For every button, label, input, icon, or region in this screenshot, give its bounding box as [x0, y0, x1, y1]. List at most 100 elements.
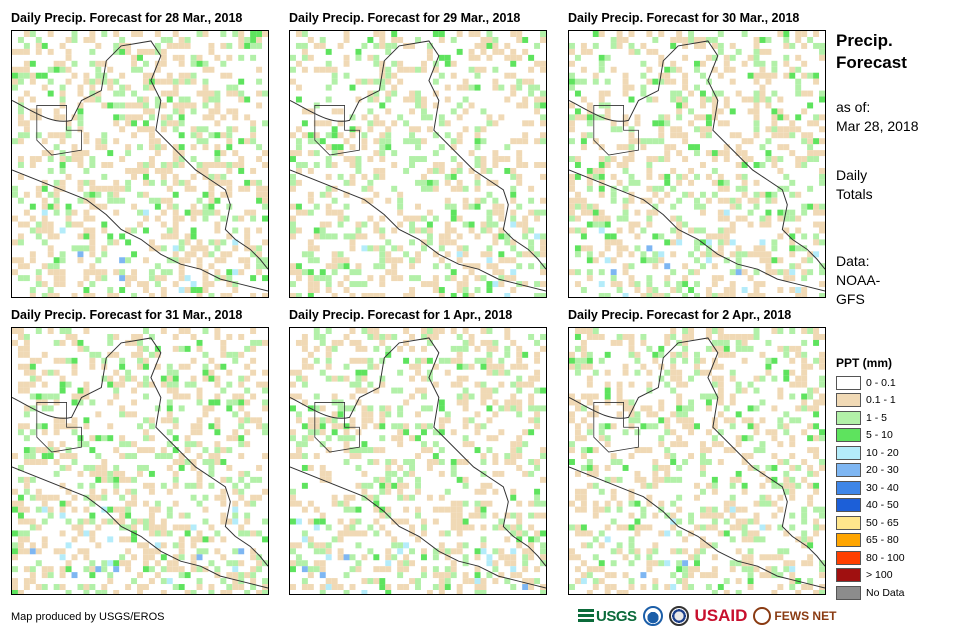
sidebar-title-line2: Forecast	[836, 53, 907, 72]
legend-rows: 0 - 0.1 0.1 - 1 1 - 5 5 - 10 10 - 20 20 - 30 3…	[836, 374, 905, 602]
legend-label: 5 - 10	[866, 429, 893, 442]
legend-item: 20 - 30	[836, 462, 905, 480]
precip-map-4	[11, 327, 269, 595]
logo-strip: USGS USAID FEWS NET	[578, 603, 836, 629]
legend-swatch	[836, 585, 861, 600]
period-line2: Totals	[836, 186, 873, 202]
country-border	[593, 402, 639, 453]
period-block: Daily Totals	[836, 166, 873, 204]
legend-item: 5 - 10	[836, 427, 905, 445]
legend-swatch	[836, 445, 861, 460]
sidebar-title: Precip. Forecast	[836, 30, 907, 74]
coastline	[290, 466, 546, 589]
usgs-logo: USGS	[578, 608, 637, 625]
legend-label: 80 - 100	[866, 551, 905, 564]
usgs-mark-icon	[578, 609, 594, 623]
asof-date: Mar 28, 2018	[836, 118, 919, 134]
precip-grid	[12, 31, 268, 297]
country-border	[593, 105, 639, 156]
legend-label: 20 - 30	[866, 464, 899, 477]
coastline	[12, 466, 268, 589]
precip-map-6	[568, 327, 826, 595]
legend: PPT (mm) 0 - 0.1 0.1 - 1 1 - 5 5 - 10 10 - 2…	[836, 356, 905, 602]
precip-grid	[290, 328, 546, 594]
legend-label: 40 - 50	[866, 499, 899, 512]
legend-item: 65 - 80	[836, 532, 905, 550]
precip-map-1	[11, 30, 269, 298]
usaid-logo: USAID	[695, 606, 748, 626]
precip-grid	[569, 31, 825, 297]
legend-label: 50 - 65	[866, 516, 899, 529]
fews-net-logo: FEWS NET	[753, 607, 836, 625]
precip-grid	[12, 328, 268, 594]
legend-swatch	[836, 515, 861, 530]
legend-swatch	[836, 480, 861, 495]
legend-item: 0 - 0.1	[836, 374, 905, 392]
precip-grid	[290, 31, 546, 297]
coastline	[12, 337, 268, 567]
coastline	[290, 169, 546, 292]
coastline	[12, 40, 268, 270]
panel-title-6: Daily Precip. Forecast for 2 Apr., 2018	[568, 308, 792, 322]
legend-swatch	[836, 393, 861, 408]
country-border	[36, 402, 82, 453]
sidebar-title-line1: Precip.	[836, 31, 893, 50]
legend-swatch	[836, 533, 861, 548]
coastline	[290, 40, 546, 270]
country-border	[314, 402, 360, 453]
country-border	[314, 105, 360, 156]
legend-item: 30 - 40	[836, 479, 905, 497]
coastline	[569, 40, 825, 270]
legend-item: 10 - 20	[836, 444, 905, 462]
legend-item: 40 - 50	[836, 497, 905, 515]
legend-swatch	[836, 550, 861, 565]
legend-label: 0 - 0.1	[866, 376, 896, 389]
legend-item: 0.1 - 1	[836, 392, 905, 410]
credit-text: Map produced by USGS/EROS	[11, 611, 165, 623]
asof-label: as of:	[836, 99, 871, 115]
legend-swatch	[836, 463, 861, 478]
legend-swatch	[836, 568, 861, 583]
legend-label: 0.1 - 1	[866, 394, 896, 407]
legend-swatch	[836, 375, 861, 390]
usaid-text: USAID	[694, 606, 748, 625]
precip-grid	[569, 328, 825, 594]
legend-label: 10 - 20	[866, 446, 899, 459]
legend-item: 50 - 65	[836, 514, 905, 532]
legend-item: 1 - 5	[836, 409, 905, 427]
usgs-logo-text: USGS	[596, 607, 637, 625]
dhs-seal-icon	[668, 606, 689, 626]
coastline	[12, 169, 268, 292]
legend-swatch	[836, 410, 861, 425]
legend-label: 1 - 5	[866, 411, 888, 424]
period-line1: Daily	[836, 167, 868, 183]
legend-label: 65 - 80	[866, 534, 899, 547]
precip-map-2	[289, 30, 547, 298]
data-label: Data:	[836, 253, 870, 269]
precip-map-5	[289, 327, 547, 595]
legend-label: 30 - 40	[866, 481, 899, 494]
coastline	[569, 466, 825, 589]
panel-title-3: Daily Precip. Forecast for 30 Mar., 2018	[568, 11, 800, 25]
asof-block: as of: Mar 28, 2018	[836, 98, 919, 136]
legend-label: > 100	[866, 569, 893, 582]
legend-title: PPT (mm)	[836, 356, 893, 370]
panel-title-5: Daily Precip. Forecast for 1 Apr., 2018	[289, 308, 513, 322]
data-source-line2: GFS	[836, 291, 865, 307]
legend-item: No Data	[836, 584, 905, 602]
panel-title-4: Daily Precip. Forecast for 31 Mar., 2018	[11, 308, 243, 322]
legend-item: > 100	[836, 567, 905, 585]
panel-title-1: Daily Precip. Forecast for 28 Mar., 2018	[11, 11, 243, 25]
precip-map-3	[568, 30, 826, 298]
data-source-line1: NOAA-	[836, 272, 881, 288]
coastline	[569, 169, 825, 292]
legend-swatch	[836, 498, 861, 513]
panel-title-2: Daily Precip. Forecast for 29 Mar., 2018	[289, 11, 521, 25]
data-source-block: Data: NOAA- GFS	[836, 252, 880, 309]
country-border	[36, 105, 82, 156]
legend-item: 80 - 100	[836, 549, 905, 567]
coastline	[569, 337, 825, 567]
noaa-logo	[642, 606, 663, 626]
globe-icon	[753, 607, 772, 625]
fews-net-text: FEWS NET	[774, 609, 837, 623]
